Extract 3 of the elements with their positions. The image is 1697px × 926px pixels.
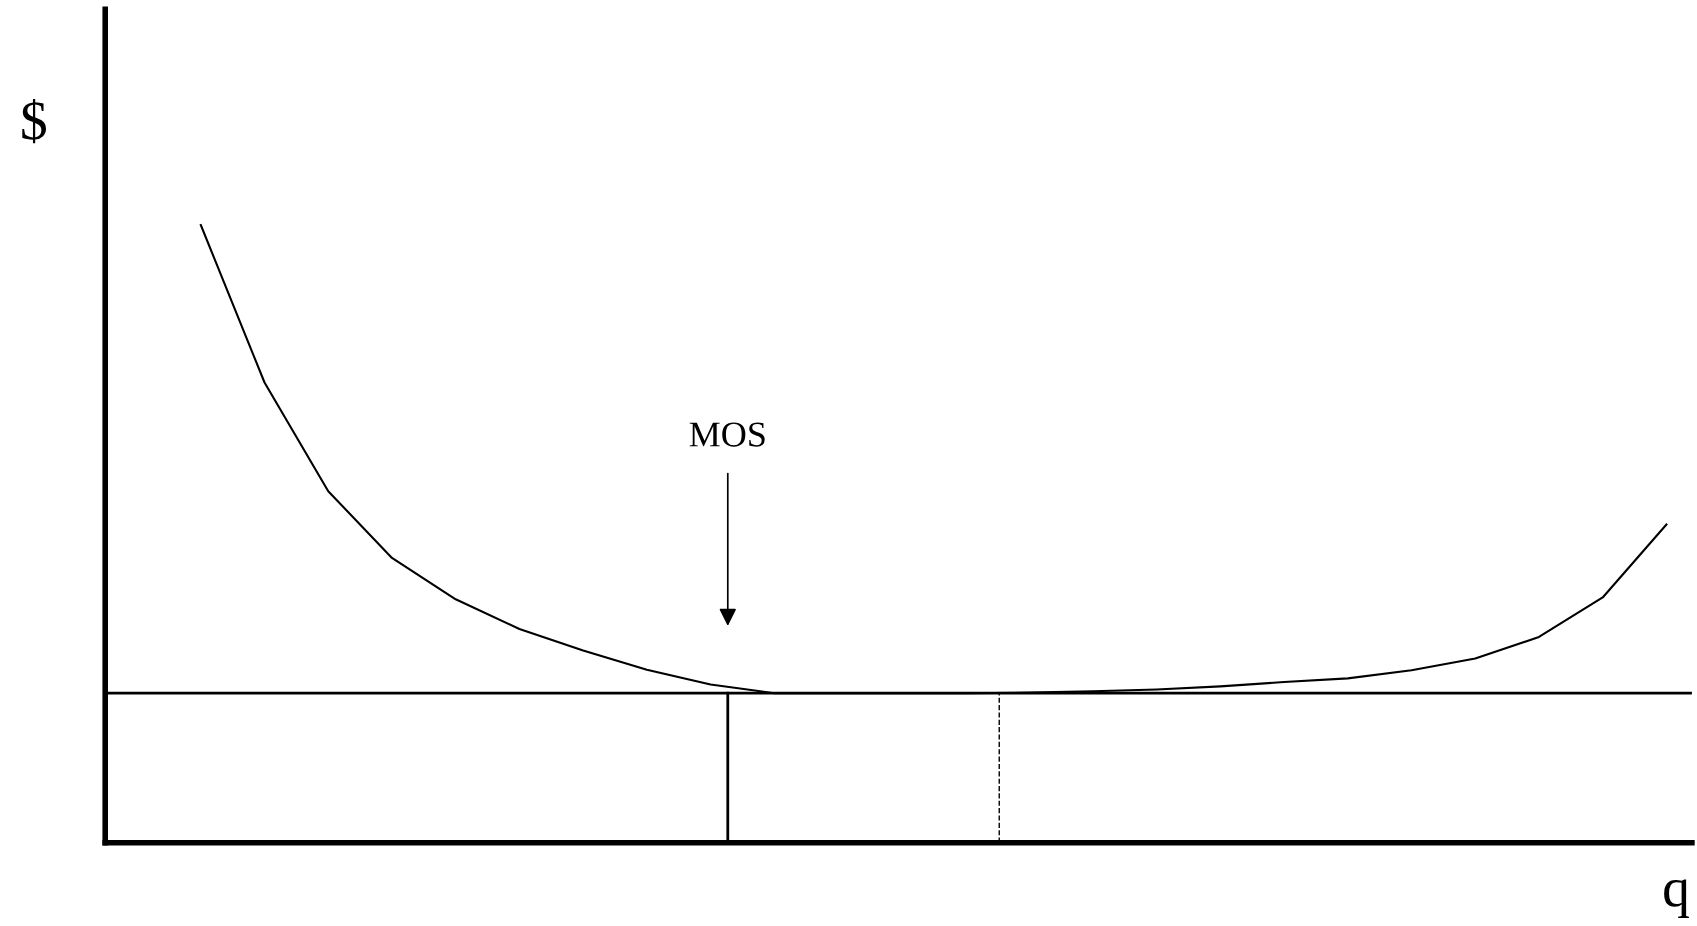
y-axis-title: $ (22, 98, 46, 144)
annotation: MOS (689, 422, 765, 447)
x-axis-title: q (1664, 879, 1689, 919)
